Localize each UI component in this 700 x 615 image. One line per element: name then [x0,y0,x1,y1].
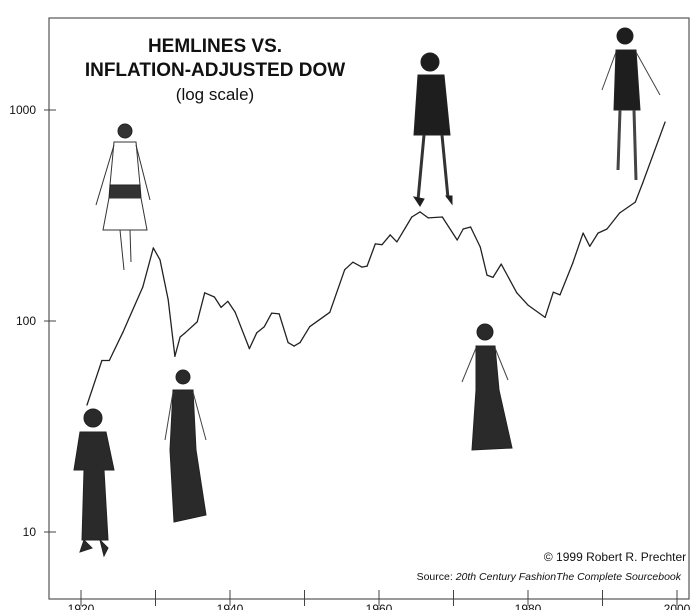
data-point [234,311,236,313]
x-tick-label: 1940 [217,602,244,610]
data-point [396,241,398,243]
data-point [256,332,258,334]
data-point [220,306,222,308]
data-point [462,228,464,230]
data-point [309,326,311,328]
data-point [271,312,273,314]
data-point [597,232,599,234]
x-tick-label: 1980 [515,602,542,610]
data-point [248,347,250,350]
figure-1920s-long-dress-illustration [73,408,115,558]
data-point [287,342,289,344]
data-point [642,182,644,184]
data-point [174,355,176,357]
y-tick-label: 10 [23,525,37,539]
data-point [361,266,363,268]
plot-frame [48,17,690,600]
data-point [500,263,502,265]
data-point [589,245,591,247]
chart-subtitle: (log scale) [176,85,254,104]
data-point [552,291,554,293]
chart-title-line2: INFLATION-ADJUSTED DOW [85,60,345,81]
data-point [101,359,103,362]
data-point [634,201,636,203]
copyright-annotation: © 1999 Robert R. Prechter [544,550,686,564]
data-point [381,244,383,246]
data-point [196,321,198,323]
data-point [299,342,301,344]
data-point [470,226,472,228]
dow-series-line [86,121,666,406]
data-point [344,269,346,271]
data-point [582,232,584,234]
data-point [441,216,443,218]
data-point [122,332,124,334]
data-point [456,239,458,241]
data-point [352,261,354,263]
data-point [374,243,376,245]
data-point [619,212,621,214]
data-point [427,217,429,219]
data-point [527,304,529,306]
data-point [492,276,494,278]
figure-1930s-long-gown-illustration [164,369,207,523]
x-tick-label: 2000 [664,602,691,610]
data-point [516,292,518,294]
data-point [479,246,481,248]
data-point [167,299,169,301]
data-point [142,286,144,288]
data-point [213,296,215,298]
data-point [86,404,88,406]
figure-1960s-mini-dress-illustration [412,52,453,207]
data-point [559,294,561,296]
figure-1920s-drop-waist-dress-illustration [95,123,151,271]
data-point [664,121,666,123]
figure-1970s-long-gown-illustration [461,323,513,451]
source-title: 20th Century FashionThe Complete Sourceb… [455,571,682,583]
data-point [278,313,280,315]
data-point [411,216,413,218]
x-tick-label: 1960 [366,602,393,610]
data-point [204,292,206,294]
data-point [366,265,368,267]
x-tick-label: 1920 [68,602,95,610]
figure-1990s-mini-dress-illustration [601,27,661,181]
chart-title: HEMLINES VS. [148,36,282,57]
data-point [184,332,186,334]
data-point [263,326,265,328]
data-point [544,316,546,319]
data-point [227,300,229,302]
data-point [159,259,161,261]
y-tick-label: 100 [16,314,36,328]
source-prefix: Source: [417,571,456,583]
y-tick-label: 1000 [9,103,36,117]
data-point [293,345,295,347]
data-point [108,359,110,362]
source-annotation: Source: 20th Century FashionThe Complete… [417,571,682,583]
data-point [179,336,181,338]
data-point [389,234,391,236]
data-point [152,247,154,249]
data-point [419,211,421,213]
data-point [606,228,608,230]
data-point [329,311,331,313]
data-point [572,262,574,264]
data-point [486,274,488,276]
